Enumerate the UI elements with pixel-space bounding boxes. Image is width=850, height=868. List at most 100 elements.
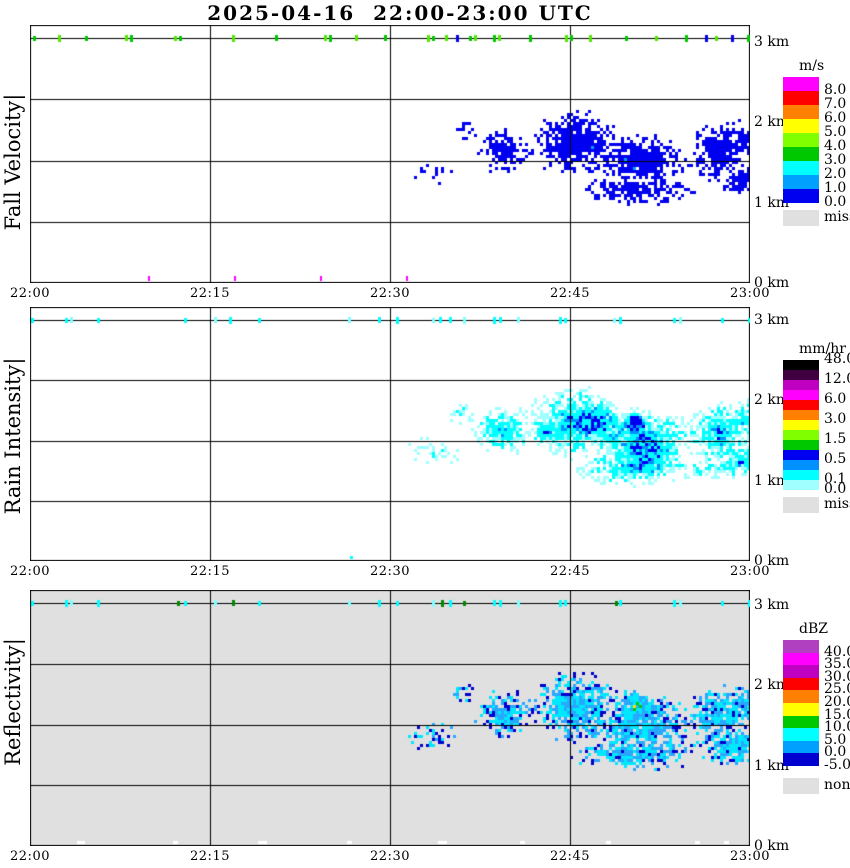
colorbar-value-label: 40.0 (824, 643, 850, 660)
colorbar-box (783, 470, 819, 480)
colorbar-box (783, 430, 819, 440)
x-tick-label: 22:00 (10, 286, 50, 301)
height-label: 1 km (754, 757, 790, 774)
height-label: 2 km (754, 677, 790, 694)
colorbar-box (783, 175, 819, 189)
colorbar-miss-label: miss (824, 496, 850, 512)
colorbar-value-label: 20.0 (824, 694, 850, 710)
colorbar-box (783, 665, 819, 678)
colorbar-box (783, 133, 819, 147)
x-tick-label: 22:30 (370, 849, 410, 864)
colorbar-value-label: 8.0 (824, 82, 847, 98)
colorbar-value-label: 2.0 (824, 166, 847, 182)
colorbar-value-label: 6.0 (824, 391, 847, 407)
height-label: 3 km (754, 34, 790, 50)
figure-title: 2025-04-16 22:00-23:00 UTC (207, 1, 593, 25)
colorbar-value-label: 10.0 (824, 719, 850, 736)
colorbar-box (783, 460, 819, 470)
colorbar-box (783, 400, 819, 410)
colorbar-value-label: 0.5 (824, 451, 847, 467)
x-tick-label: 22:45 (550, 564, 590, 579)
colorbar-miss-box (783, 778, 819, 794)
height-label: 1 km (754, 194, 790, 211)
colorbar-value-label: 4.0 (824, 138, 847, 154)
x-tick-label: 23:00 (730, 286, 770, 301)
colorbar-value-label: 6.0 (824, 110, 847, 126)
height-label: 0 km (754, 838, 790, 854)
rain-intensity-heatmap (30, 307, 750, 561)
colorbar-value-label: 15.0 (824, 706, 850, 723)
colorbar-box (783, 480, 819, 490)
colorbar-box (783, 370, 819, 380)
colorbar-value-label: 0.0 (824, 481, 847, 497)
colorbar-box (783, 690, 819, 703)
colorbar-value-label: 0.0 (824, 744, 847, 761)
height-label: 0 km (754, 553, 790, 569)
colorbar-box (783, 740, 819, 754)
height-label: 3 km (754, 312, 790, 328)
colorbar-value-label: 35.0 (824, 656, 850, 673)
colorbar-box (783, 450, 819, 460)
colorbar-value-label: 30.0 (824, 668, 850, 685)
colorbar-box (783, 677, 819, 691)
colorbar-value-label: 3.0 (824, 152, 847, 168)
colorbar-value-label: 5.0 (824, 124, 847, 140)
reflectivity-colorbar: dBZ 40.035.030.025.020.015.010.05.00.0-5.… (783, 621, 850, 794)
colorbar-box (783, 410, 819, 420)
colorbar-value-label: 0.1 (824, 471, 847, 487)
colorbar-value-label: 7.0 (824, 96, 847, 112)
colorbar-miss-label: none (824, 777, 850, 793)
x-tick-label: 22:30 (370, 564, 410, 579)
colorbar-miss-label: miss (824, 209, 850, 225)
colorbar-box (783, 161, 819, 175)
colorbar-box (783, 753, 819, 766)
colorbar-box (783, 91, 819, 105)
x-tick-label: 22:00 (10, 849, 50, 864)
colorbar-box (783, 652, 819, 666)
colorbar-miss-box (783, 210, 819, 226)
y-axis-title-fall-velocity: Fall Velocity| (1, 93, 25, 231)
y-axis-title-reflectivity: Reflectivity| (1, 638, 25, 766)
colorbar-box (783, 702, 819, 716)
colorbar-miss-box (783, 497, 819, 513)
x-tick-label: 22:30 (370, 286, 410, 301)
fall-velocity-heatmap (30, 25, 750, 283)
colorbar-value-label: -5.0 (824, 757, 850, 773)
x-tick-label: 22:15 (190, 286, 230, 301)
colorbar-box (783, 440, 819, 450)
colorbar-box (783, 77, 819, 91)
x-tick-label: 22:15 (190, 564, 230, 579)
colorbar-box (783, 715, 819, 729)
colorbar-box (783, 119, 819, 133)
x-tick-label: 23:00 (730, 564, 770, 579)
colorbar-unit-label: mm/hr (799, 341, 846, 357)
colorbar-value-label: 12.0 (824, 371, 850, 387)
height-label: 2 km (754, 392, 790, 409)
height-label: 0 km (754, 275, 790, 291)
colorbar-box (783, 147, 819, 161)
colorbar-value-label: 0.0 (824, 194, 847, 210)
colorbar-value-label: 48.0 (824, 351, 850, 367)
height-label: 2 km (754, 114, 790, 131)
colorbar-unit-label: m/s (799, 58, 825, 74)
x-tick-label: 22:15 (190, 849, 230, 864)
height-label: 1 km (754, 472, 790, 489)
reflectivity-heatmap (30, 590, 750, 846)
x-tick-label: 22:45 (550, 849, 590, 864)
colorbar-box (783, 420, 819, 430)
colorbar-box (783, 390, 819, 400)
colorbar-box (783, 105, 819, 119)
colorbar-box (783, 380, 819, 390)
y-axis-title-rain-intensity: Rain Intensity| (1, 357, 25, 515)
x-tick-label: 23:00 (730, 849, 770, 864)
colorbar-unit-label: dBZ (799, 621, 828, 637)
x-tick-label: 22:45 (550, 286, 590, 301)
colorbar-value-label: 1.0 (824, 180, 847, 196)
x-tick-label: 22:00 (10, 564, 50, 579)
colorbar-box (783, 360, 819, 370)
colorbar-value-label: 3.0 (824, 411, 847, 427)
colorbar-box (783, 640, 819, 653)
height-label: 3 km (754, 597, 790, 613)
